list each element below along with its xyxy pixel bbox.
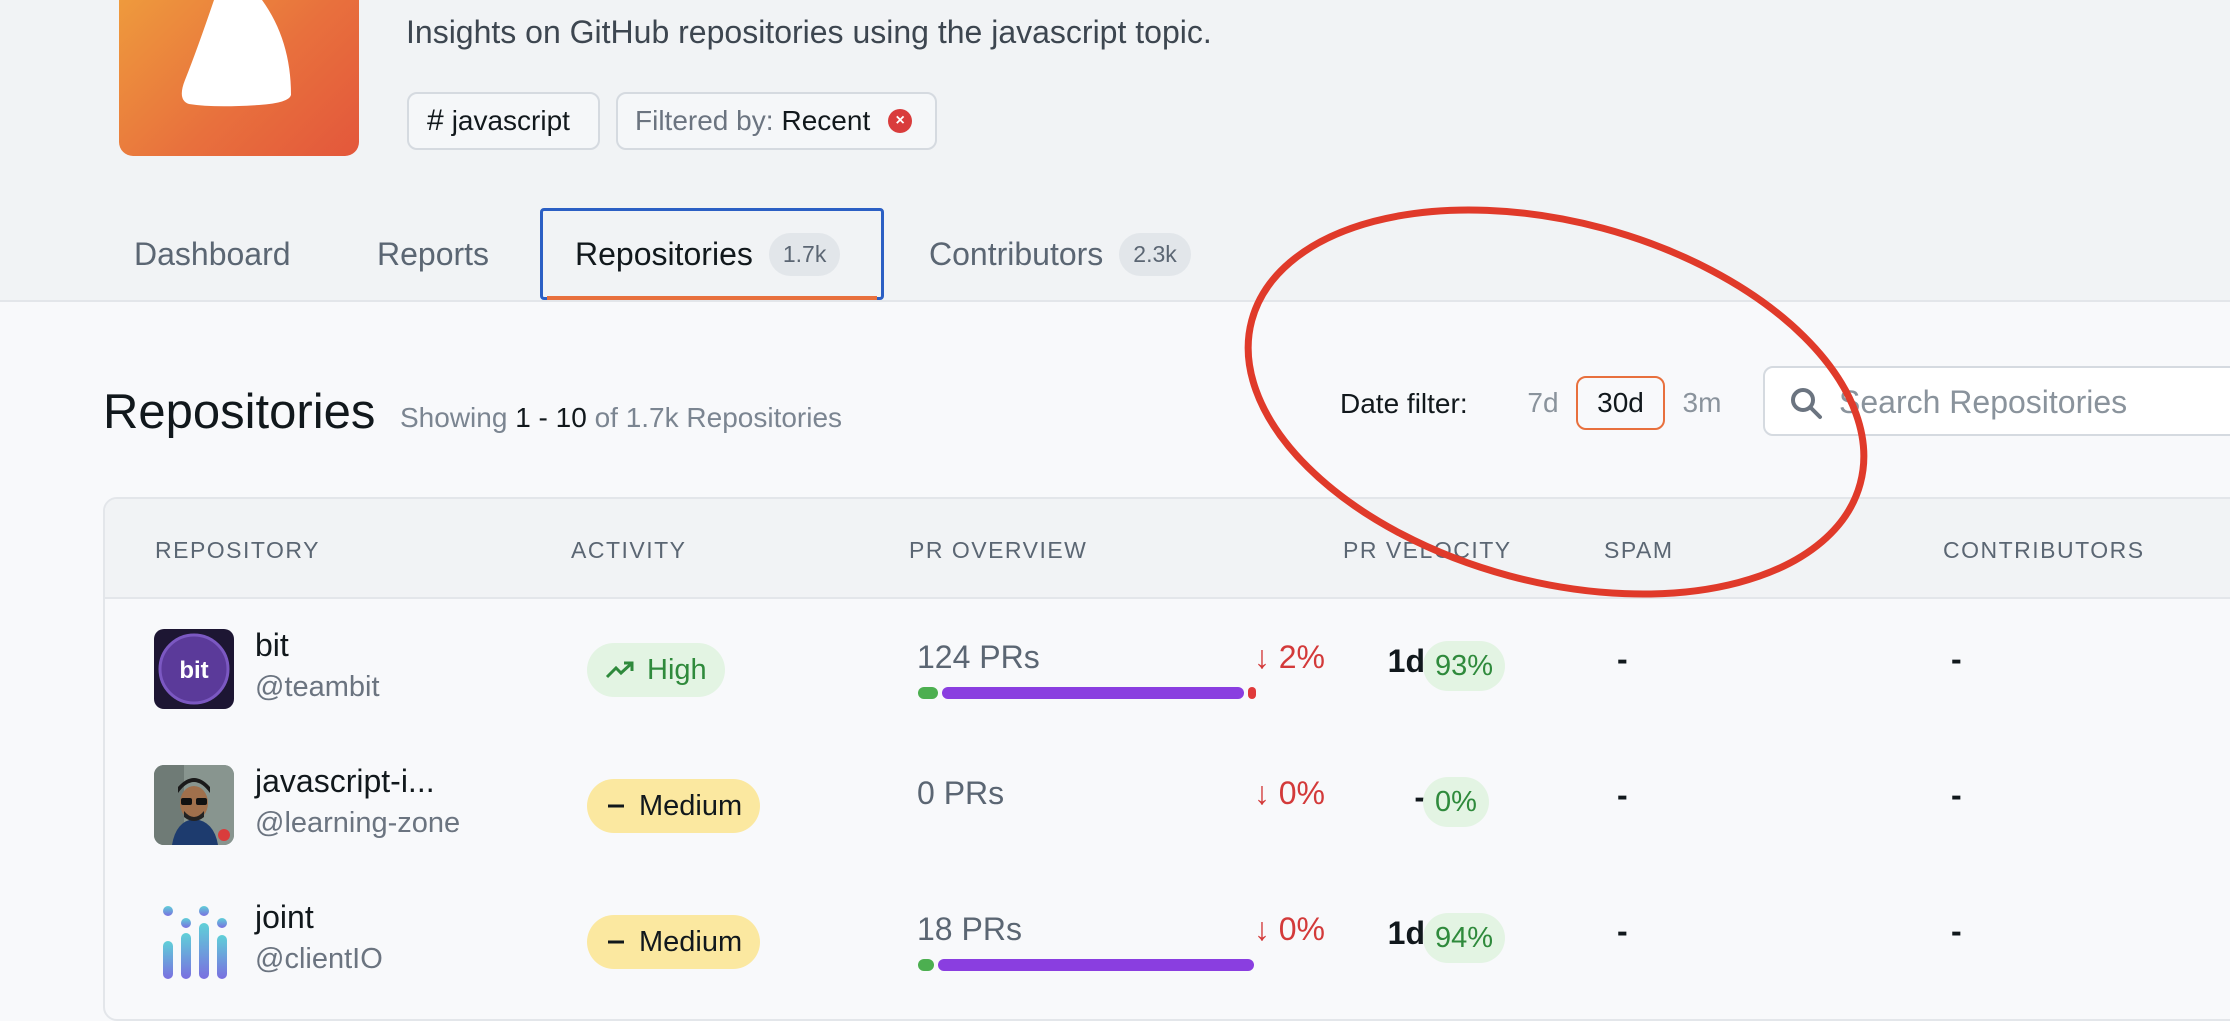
column-header-pr-overview[interactable]: PR OVERVIEW (909, 537, 1088, 563)
contributors-value: - (1951, 641, 1962, 677)
pr-count: 0 PRs (917, 775, 1005, 811)
repo-name[interactable]: bit (255, 627, 289, 663)
tab-count-badge: 1.7k (768, 232, 841, 276)
merged-prs-segment (941, 687, 1244, 699)
hash-icon: # (427, 104, 444, 137)
table-header: REPOSITORY ACTIVITY PR OVERVIEW PR VELOC… (105, 499, 2230, 599)
results-range: 1 - 10 (515, 402, 587, 433)
trending-up-icon (605, 660, 635, 680)
merge-rate-badge: 0% (1423, 777, 1489, 827)
tab-label: Contributors (929, 235, 1104, 272)
close-circle-icon[interactable]: × (888, 109, 913, 133)
pr-velocity: 1d (1387, 915, 1425, 951)
merge-rate-badge: 94% (1423, 913, 1506, 963)
filter-chip-prefix: Filtered by: (635, 105, 774, 136)
tab-repositories[interactable]: Repositories 1.7k (540, 208, 884, 300)
tab-label: Repositories (575, 235, 753, 272)
date-option-30d[interactable]: 30d (1576, 376, 1665, 430)
pr-change: ↓ 0% (1175, 775, 1325, 812)
contributors-value: - (1951, 777, 1962, 813)
repo-avatar (154, 901, 234, 981)
repo-avatar (154, 765, 234, 845)
date-option-7d[interactable]: 7d (1527, 387, 1559, 418)
repo-avatar: bit (154, 629, 234, 709)
search-icon (1789, 386, 1823, 425)
pr-change: ↓ 2% (1175, 639, 1325, 676)
results-prefix: Showing (400, 402, 508, 433)
pr-change-value: 0% (1278, 775, 1325, 811)
repo-name[interactable]: joint (255, 899, 314, 935)
table-row[interactable]: joint @clientIO Medium 18 PRs ↓ 0% 1d 94… (105, 869, 2230, 1005)
table-row[interactable]: javascript-i... @learning-zone Medium 0 … (105, 733, 2230, 869)
tab-contributors[interactable]: Contributors 2.3k (929, 208, 1191, 300)
activity-label: Medium (639, 925, 743, 958)
results-suffix: of 1.7k Repositories (594, 402, 843, 433)
column-header-activity[interactable]: ACTIVITY (571, 537, 687, 563)
merge-rate-badge: 93% (1423, 641, 1506, 691)
tab-label: Dashboard (134, 235, 291, 272)
column-header-contributors[interactable]: CONTRIBUTORS (1943, 537, 2145, 563)
activity-label: Medium (639, 789, 743, 822)
pr-count: 124 PRs (917, 639, 1040, 675)
filter-chip-value: Recent (781, 105, 871, 136)
repo-name[interactable]: javascript-i... (255, 763, 435, 799)
merged-prs-segment (938, 959, 1254, 971)
date-filter-label: Date filter: (1340, 388, 1468, 419)
spam-value: - (1617, 777, 1628, 813)
activity-badge: Medium (587, 779, 761, 833)
arrow-down-icon: ↓ (1253, 775, 1279, 811)
pr-change: ↓ 0% (1175, 911, 1325, 948)
contributors-value: - (1951, 913, 1962, 949)
column-header-spam[interactable]: SPAM (1604, 537, 1674, 563)
topic-logo (119, 0, 359, 156)
minus-icon (605, 932, 627, 952)
pr-count: 18 PRs (917, 911, 1022, 947)
table-row[interactable]: bit bit @teambit High 124 PRs ↓ 2% 1d 93… (105, 597, 2230, 733)
open-prs-segment (918, 687, 938, 699)
pr-velocity: - (1414, 779, 1425, 815)
pr-change-value: 2% (1278, 639, 1325, 675)
repositories-table: REPOSITORY ACTIVITY PR OVERVIEW PR VELOC… (103, 497, 2230, 1021)
spam-value: - (1617, 913, 1628, 949)
activity-label: High (647, 653, 707, 686)
date-option-3m[interactable]: 3m (1682, 387, 1722, 418)
repo-owner: @clientIO (255, 943, 383, 975)
column-header-pr-velocity[interactable]: PR VELOCITY (1343, 537, 1512, 563)
tab-reports[interactable]: Reports (377, 208, 489, 300)
tab-count-badge: 2.3k (1119, 232, 1191, 276)
pr-status-bar (918, 959, 1258, 971)
results-summary: Showing 1 - 10 of 1.7k Repositories (400, 402, 842, 434)
pr-velocity: 1d (1387, 643, 1425, 679)
activity-badge: High (587, 643, 725, 697)
topic-chip-label: javascript (451, 105, 570, 136)
arrow-down-icon: ↓ (1253, 639, 1279, 675)
search-box[interactable] (1763, 366, 2230, 436)
filter-chip: Filtered by: Recent × (616, 92, 937, 150)
repo-owner: @learning-zone (255, 807, 461, 839)
minus-icon (605, 796, 627, 816)
svg-text:bit: bit (179, 657, 208, 684)
spam-value: - (1617, 641, 1628, 677)
page-subtitle: Insights on GitHub repositories using th… (406, 14, 1212, 50)
tab-dashboard[interactable]: Dashboard (134, 208, 291, 300)
tab-label: Reports (377, 235, 490, 272)
column-header-repository[interactable]: REPOSITORY (155, 537, 320, 563)
topic-chip[interactable]: # javascript (407, 92, 600, 150)
activity-badge: Medium (587, 915, 761, 969)
open-prs-segment (918, 959, 935, 971)
pr-status-bar (918, 687, 1258, 699)
pr-change-value: 0% (1278, 911, 1325, 947)
repo-owner: @teambit (255, 671, 380, 703)
closed-prs-segment (1247, 687, 1256, 699)
section-title: Repositories (103, 385, 376, 439)
search-input[interactable] (1837, 378, 2230, 426)
arrow-down-icon: ↓ (1253, 911, 1279, 947)
